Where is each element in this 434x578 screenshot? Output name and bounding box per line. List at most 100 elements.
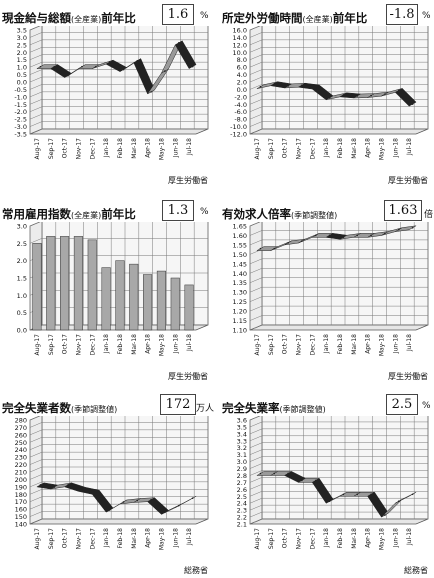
source-label: 総務省 [184, 566, 208, 575]
source-label: 厚生労働省 [388, 372, 428, 381]
data-point [177, 42, 180, 44]
x-tick-label: Nov-17 [295, 138, 302, 160]
data-point [370, 94, 372, 97]
x-tick-label: Jan-18 [103, 528, 110, 548]
value-unit: % [422, 401, 431, 411]
y-tick-label: 6.0 [237, 64, 247, 72]
data-point [150, 91, 152, 93]
y-tick-label: 2.1 [237, 521, 247, 529]
data-point [136, 499, 139, 502]
x-tick-label: Jan-18 [103, 138, 110, 158]
gridline [29, 416, 41, 421]
panel-hours-worked: 所定外労働時間(全産業)前年比 -1.8 % 16.0 14.0 12.0 10.0 8… [220, 0, 434, 188]
gridline [29, 222, 41, 227]
data-point [356, 234, 359, 237]
source-label: 厚生労働省 [168, 372, 208, 381]
x-tick-label: Apr-18 [365, 138, 372, 158]
source-label: 厚生労働省 [168, 176, 208, 185]
data-point [342, 493, 345, 496]
y-tick-label: 1.60 [233, 232, 247, 240]
line-ribbon-segment [174, 40, 197, 69]
y-tick-label: 0.0 [17, 327, 27, 335]
data-point [164, 70, 166, 72]
y-tick-label: 2.3 [237, 507, 247, 515]
data-point [67, 74, 69, 77]
x-tick-label: Dec-17 [89, 138, 96, 160]
panel-title: 常用雇用指数(全産業)前年比 [2, 207, 136, 221]
y-tick-label: 4.0 [237, 71, 247, 79]
x-tick-label: Sep-17 [48, 528, 55, 549]
panel-title: 所定外労働時間(全産業)前年比 [222, 11, 368, 25]
y-tick-label: 140 [15, 521, 27, 529]
y-tick-label: 3.0 [17, 34, 27, 42]
y-tick-label: 2.2 [237, 514, 247, 522]
x-tick-label: Sep-17 [268, 334, 275, 355]
bar [73, 236, 83, 331]
y-tick-label: -1.5 [14, 101, 27, 109]
x-tick-label: Sep-17 [48, 334, 55, 355]
x-tick-label: Jul-18 [406, 334, 413, 352]
data-point [94, 65, 97, 68]
y-tick-label: 3.6 [237, 417, 247, 425]
data-point [39, 65, 42, 68]
data-point [191, 65, 194, 68]
y-tick-label: 3.2 [237, 444, 247, 452]
bar [60, 236, 70, 331]
y-tick-label: 3.0 [237, 458, 247, 466]
y-tick-label: 3.5 [237, 423, 247, 431]
x-tick-label: May-18 [158, 528, 165, 550]
x-tick-label: May-18 [378, 138, 385, 160]
plot-floor [29, 518, 209, 525]
value-box: 172 [160, 394, 196, 415]
x-tick-label: Feb-18 [117, 138, 124, 159]
x-tick-label: Aug-17 [34, 138, 41, 160]
y-tick-label: 160 [15, 506, 27, 514]
x-tick-label: Mar-18 [351, 528, 358, 549]
x-tick-label: Dec-17 [309, 528, 316, 550]
x-tick-label: Jun-18 [392, 528, 399, 548]
data-point [411, 493, 414, 496]
x-tick-label: Oct-17 [62, 528, 69, 548]
y-tick-label: 2.8 [237, 472, 247, 480]
y-tick-label: 0.5 [17, 71, 27, 79]
panel-unemployed: 完全失業者数(季節調整値) 172 万人 280 270 260 250 240 230 2… [0, 390, 214, 578]
data-point [259, 472, 262, 475]
data-point [259, 85, 262, 88]
y-tick-label: 2.9 [237, 465, 247, 473]
y-tick-label: -12.0 [230, 131, 247, 139]
data-point [287, 85, 289, 87]
data-point [397, 228, 400, 231]
y-tick-label: 14.0 [233, 34, 247, 42]
data-point [67, 484, 69, 486]
x-tick-label: Oct-17 [282, 334, 289, 354]
y-tick-label: 2.0 [237, 79, 247, 87]
x-tick-label: Apr-18 [145, 334, 152, 354]
data-point [81, 488, 83, 491]
y-tick-label: 3.3 [237, 437, 247, 445]
x-tick-label: Dec-17 [89, 528, 96, 550]
gridline [249, 26, 261, 31]
x-tick-label: Mar-18 [351, 138, 358, 159]
x-tick-label: Jul-18 [406, 138, 413, 156]
value-box: 1.3 [162, 200, 194, 221]
x-tick-label: Jan-18 [103, 334, 110, 354]
x-tick-label: Jan-18 [323, 334, 330, 354]
x-tick-label: Nov-17 [75, 528, 82, 550]
x-tick-label: Nov-17 [75, 334, 82, 356]
x-tick-label: Apr-18 [145, 528, 152, 548]
y-tick-label: 10.0 [233, 49, 247, 57]
y-tick-label: 1.20 [233, 308, 247, 316]
data-point [191, 497, 194, 500]
y-tick-label: -1.0 [14, 93, 27, 101]
value-box: 1.63 [384, 200, 422, 221]
gridline [29, 26, 41, 31]
x-tick-label: Mar-18 [351, 334, 358, 355]
data-point [328, 97, 331, 99]
bar [184, 284, 194, 331]
plot-side-wall [249, 222, 263, 331]
x-tick-label: Jun-18 [172, 138, 179, 158]
y-tick-label: -2.0 [14, 108, 27, 116]
x-tick-label: Nov-17 [75, 138, 82, 160]
y-tick-label: 240 [15, 446, 27, 454]
data-point [370, 234, 372, 237]
